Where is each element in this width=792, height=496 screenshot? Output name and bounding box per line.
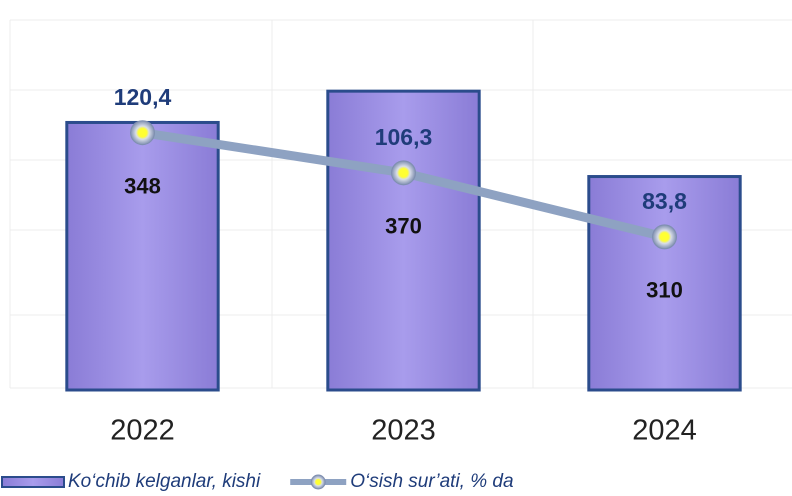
line-point [130, 120, 155, 146]
bar [65, 120, 220, 392]
legend-swatch [1, 476, 65, 488]
bar [587, 175, 742, 392]
line-point [652, 224, 677, 250]
legend-swatch-point [310, 474, 326, 490]
bar [326, 89, 481, 392]
x-tick-label: 2023 [371, 415, 436, 447]
x-tick-label: 2024 [632, 415, 697, 447]
line-value-label: 83,8 [642, 188, 687, 214]
bar-value-label: 370 [385, 214, 422, 239]
legend-label: O‘sish sur’ati, % da [350, 471, 513, 491]
legend-label: Ko‘chib kelganlar, kishi [68, 471, 261, 491]
line-point [391, 160, 416, 186]
x-tick-label: 2022 [110, 415, 175, 447]
bar-value-label: 348 [124, 174, 161, 199]
line-value-label: 120,4 [114, 84, 172, 110]
line-value-label: 106,3 [375, 124, 433, 150]
bar-value-label: 310 [646, 278, 683, 303]
